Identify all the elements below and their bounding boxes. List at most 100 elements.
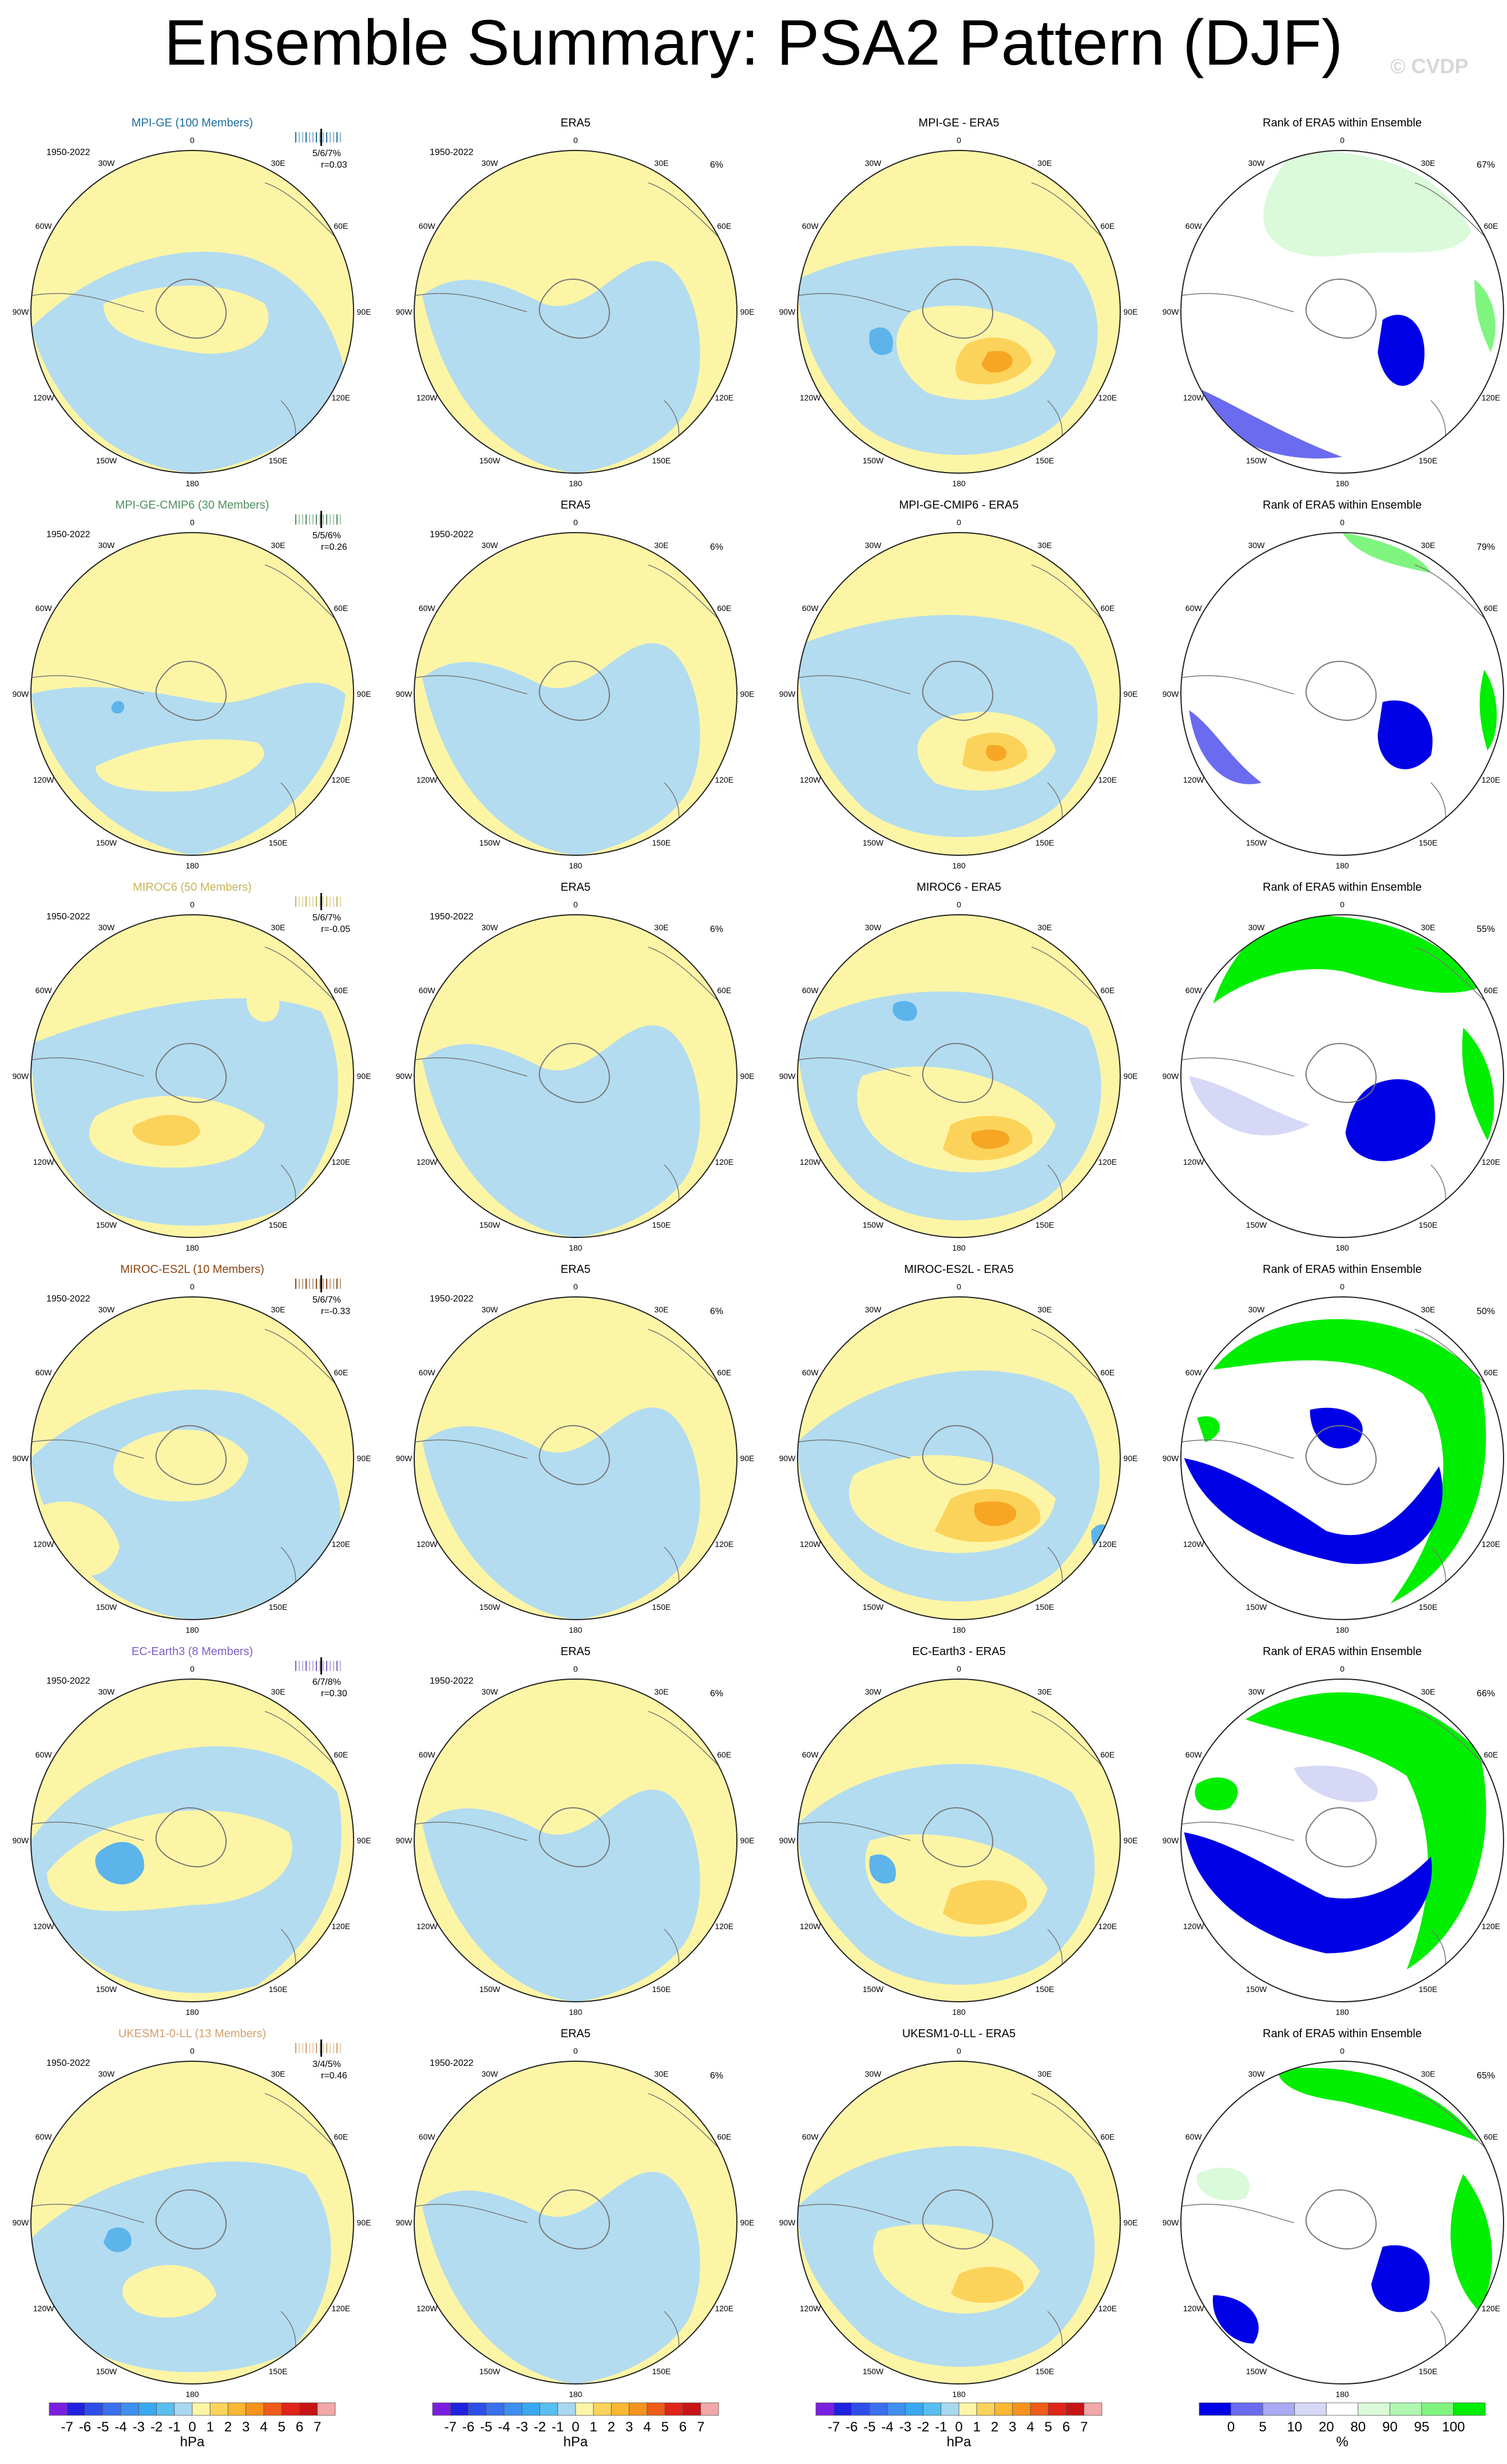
lon-label: 180 bbox=[952, 1243, 966, 1252]
south-america-coastline bbox=[1181, 293, 1294, 312]
colorbar-swatch bbox=[521, 2402, 540, 2416]
lon-label: 60W bbox=[1185, 986, 1203, 995]
lon-label: 30W bbox=[1248, 1687, 1266, 1696]
africa-coastline bbox=[1414, 182, 1488, 240]
lon-label: 60E bbox=[334, 604, 348, 613]
period-label: 1950-2022 bbox=[430, 1676, 474, 1686]
colorbar-label: 90 bbox=[1382, 2419, 1398, 2435]
member-bar bbox=[306, 132, 307, 142]
member-bar bbox=[302, 514, 303, 525]
member-bar bbox=[312, 514, 314, 525]
lon-label: 150E bbox=[1036, 1220, 1054, 1229]
lon-label: 0 bbox=[190, 518, 195, 527]
obs-marker bbox=[320, 1275, 322, 1292]
lon-label: 120E bbox=[331, 1157, 350, 1166]
field-region-1 bbox=[1345, 1079, 1435, 1161]
lon-label: 120E bbox=[1098, 393, 1117, 402]
pattern-correlation: r=0.30 bbox=[321, 1689, 347, 1699]
member-bar bbox=[299, 132, 300, 142]
lon-label: 90E bbox=[740, 1454, 755, 1463]
lon-label: 90E bbox=[1124, 689, 1138, 699]
lon-label: 90E bbox=[740, 2218, 755, 2227]
field-region-2 bbox=[1189, 384, 1342, 459]
member-bar bbox=[316, 1661, 317, 1671]
map-border bbox=[1180, 2061, 1504, 2384]
field-region-2 bbox=[1189, 710, 1262, 784]
member-stripe bbox=[295, 1657, 341, 1675]
lon-label: 0 bbox=[573, 1664, 578, 1673]
colorbar-swatch bbox=[1231, 2402, 1263, 2416]
field-region-2 bbox=[95, 1842, 145, 1884]
lon-label: 30W bbox=[482, 541, 499, 550]
lon-label: 90W bbox=[396, 307, 413, 316]
lon-label: 60E bbox=[717, 1368, 731, 1377]
ensemble-title: MIROC-ES2L (10 Members) bbox=[120, 1263, 264, 1276]
lon-label: 60W bbox=[419, 221, 436, 231]
era5-title: ERA5 bbox=[561, 881, 590, 894]
lon-label: 180 bbox=[952, 2390, 966, 2399]
colorbar-swatch bbox=[1326, 2402, 1359, 2416]
era5-pct: 6% bbox=[710, 2071, 723, 2081]
lon-label: 120E bbox=[1098, 2304, 1117, 2313]
colorbar-label: -1 bbox=[552, 2419, 564, 2435]
lon-label: 60E bbox=[334, 2132, 348, 2141]
colorbar-label: 3 bbox=[625, 2419, 633, 2435]
colorbar-label: 2 bbox=[608, 2419, 615, 2435]
member-bar bbox=[333, 2043, 334, 2053]
lon-label: 30E bbox=[655, 2069, 669, 2078]
map-border bbox=[414, 914, 737, 1238]
lon-label: 180 bbox=[569, 1625, 582, 1634]
period-label: 1950-2022 bbox=[46, 1676, 90, 1686]
lon-label: 30E bbox=[271, 1305, 285, 1314]
lon-label: 150W bbox=[96, 1985, 117, 1994]
colorbar-swatch bbox=[905, 2402, 923, 2416]
africa-coastline bbox=[1031, 2093, 1105, 2150]
colorbar-label: -3 bbox=[899, 2419, 911, 2435]
colorbar-swatch bbox=[228, 2402, 247, 2416]
difference-map: 0 30E 60E 90E 120E 150E 180 150W 120W 90W 60W 30W bbox=[779, 518, 1138, 870]
member-bar bbox=[309, 1279, 310, 1289]
antarctica-coastline bbox=[155, 2189, 227, 2249]
era5-map: 0 30E 60E 90E 120E 150E 180 150W 120W 90W 60W 30W bbox=[396, 1282, 755, 1634]
colorbar-label: -6 bbox=[79, 2419, 91, 2435]
colorbar-label: -5 bbox=[97, 2419, 109, 2435]
member-bar bbox=[312, 1279, 314, 1289]
lon-label: 150W bbox=[863, 456, 884, 465]
africa-coastline bbox=[264, 1328, 338, 1386]
member-bar bbox=[295, 1279, 296, 1289]
pct-explained: 5/5/6% bbox=[312, 531, 341, 541]
south-america-coastline bbox=[798, 2204, 911, 2223]
period-label: 1950-2022 bbox=[430, 1294, 474, 1304]
lon-label: 150W bbox=[96, 456, 117, 465]
lon-label: 60E bbox=[1484, 986, 1498, 995]
map-border bbox=[414, 150, 737, 474]
colorbar-unit: hPa bbox=[180, 2434, 205, 2450]
lon-label: 0 bbox=[190, 136, 195, 145]
ensemble-mean-map: 0 30E 60E 90E 120E 150E 180 150W 120W 90W 60W 30W bbox=[13, 2046, 371, 2399]
antarctica-coastline bbox=[538, 279, 610, 339]
lon-label: 30W bbox=[98, 923, 116, 932]
obs-marker bbox=[320, 129, 322, 146]
lon-label: 60W bbox=[1185, 221, 1203, 231]
colorbar-swatch bbox=[49, 2402, 68, 2416]
lon-label: 60E bbox=[717, 986, 731, 995]
lon-label: 60W bbox=[35, 1368, 53, 1377]
period-label: 1950-2022 bbox=[46, 1294, 90, 1304]
lon-label: 150E bbox=[1036, 838, 1054, 847]
antarctica-coastline bbox=[922, 1807, 994, 1867]
colorbar-swatch bbox=[503, 2402, 522, 2416]
ensemble-title: MIROC6 (50 Members) bbox=[133, 881, 252, 894]
lon-label: 120E bbox=[331, 2304, 350, 2313]
lon-label: 30E bbox=[655, 923, 669, 932]
antarctica-coastline bbox=[1305, 661, 1377, 721]
map-border bbox=[797, 150, 1121, 474]
antarctica-coastline bbox=[1305, 1043, 1377, 1103]
lon-label: 180 bbox=[569, 479, 582, 488]
lon-label: 60E bbox=[334, 1368, 348, 1377]
colorbar-label: 0 bbox=[572, 2419, 579, 2435]
page-title: Ensemble Summary: PSA2 Pattern (DJF) bbox=[164, 7, 1343, 78]
lon-label: 120E bbox=[1481, 393, 1500, 402]
lon-label: 30E bbox=[1421, 1687, 1435, 1696]
lon-label: 30W bbox=[1248, 1305, 1266, 1314]
